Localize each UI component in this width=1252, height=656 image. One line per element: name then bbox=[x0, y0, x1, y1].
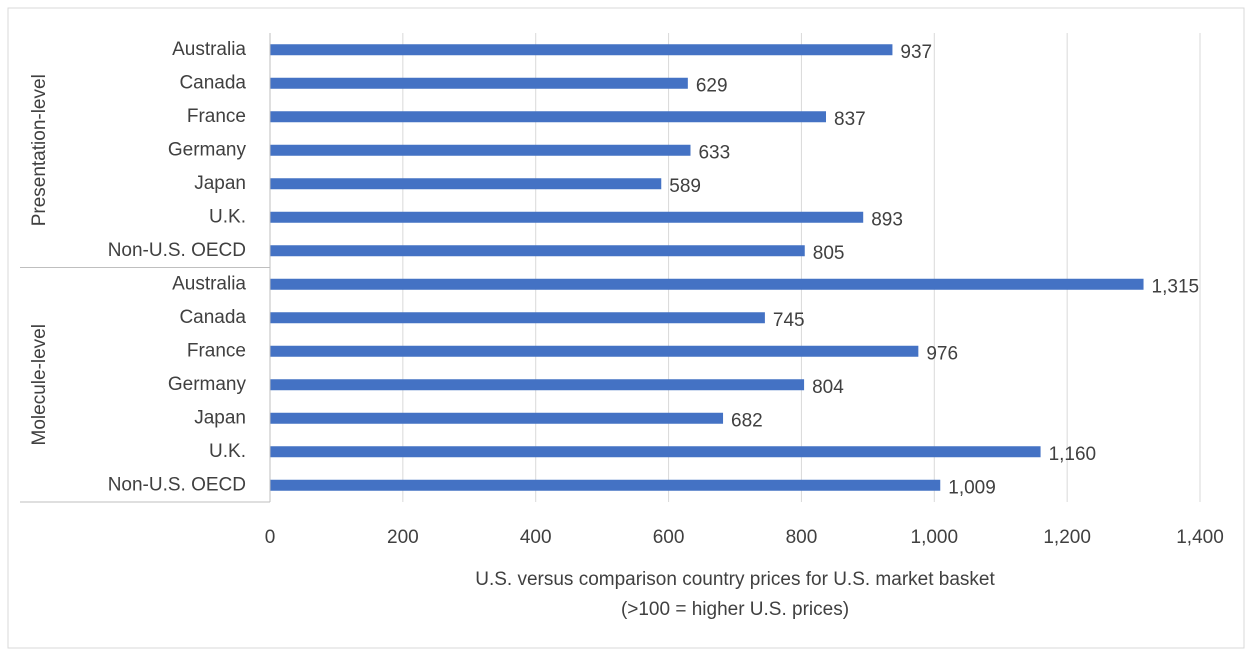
data-label: 937 bbox=[900, 42, 932, 63]
bar bbox=[270, 479, 941, 491]
bar bbox=[270, 412, 724, 424]
y-tick-label: Japan bbox=[194, 173, 246, 194]
y-tick-label: Australia bbox=[172, 39, 246, 60]
chart-border bbox=[7, 7, 1245, 649]
y-tick-label: Canada bbox=[179, 307, 246, 328]
data-label: 804 bbox=[812, 377, 844, 398]
y-tick-label: Germany bbox=[168, 139, 247, 160]
bar bbox=[270, 211, 864, 223]
bar bbox=[270, 144, 691, 156]
x-tick-label: 400 bbox=[520, 527, 552, 548]
x-tick-label: 1,400 bbox=[1176, 527, 1224, 548]
data-label: 1,009 bbox=[948, 477, 996, 498]
data-label: 805 bbox=[813, 243, 845, 264]
y-tick-label: U.K. bbox=[209, 441, 246, 462]
data-label: 589 bbox=[669, 176, 701, 197]
x-tick-label: 0 bbox=[265, 527, 276, 548]
group-label: Molecule-level bbox=[29, 324, 50, 445]
x-tick-label: 800 bbox=[786, 527, 818, 548]
data-label: 893 bbox=[871, 209, 903, 230]
x-tick-label: 200 bbox=[387, 527, 419, 548]
data-label: 745 bbox=[773, 310, 805, 331]
data-label: 1,315 bbox=[1152, 276, 1200, 297]
data-label: 1,160 bbox=[1049, 444, 1097, 465]
y-tick-label: Non-U.S. OECD bbox=[108, 474, 246, 495]
x-tick-label: 1,200 bbox=[1043, 527, 1091, 548]
y-tick-label: Germany bbox=[168, 374, 247, 395]
bar bbox=[270, 77, 688, 89]
y-tick-label: U.K. bbox=[209, 206, 246, 227]
data-label: 682 bbox=[731, 410, 763, 431]
x-axis-label: U.S. versus comparison country prices fo… bbox=[475, 569, 995, 590]
x-tick-label: 600 bbox=[653, 527, 685, 548]
y-tick-label: Non-U.S. OECD bbox=[108, 240, 246, 261]
group-label: Presentation-level bbox=[29, 74, 50, 226]
x-axis-label: (>100 = higher U.S. prices) bbox=[621, 599, 849, 620]
bar bbox=[270, 278, 1144, 290]
bar bbox=[270, 44, 893, 56]
data-label: 633 bbox=[698, 142, 730, 163]
bar bbox=[270, 178, 662, 190]
y-tick-label: Australia bbox=[172, 273, 246, 294]
bar bbox=[270, 111, 827, 123]
y-tick-label: Japan bbox=[194, 407, 246, 428]
data-label: 976 bbox=[926, 343, 958, 364]
x-tick-label: 1,000 bbox=[911, 527, 959, 548]
bar bbox=[270, 312, 765, 324]
data-label: 629 bbox=[696, 75, 728, 96]
bar bbox=[270, 446, 1041, 458]
bar bbox=[270, 345, 919, 357]
bar bbox=[270, 245, 805, 257]
y-tick-label: France bbox=[187, 340, 246, 361]
data-label: 837 bbox=[834, 109, 866, 130]
y-tick-label: Canada bbox=[179, 72, 246, 93]
y-tick-label: France bbox=[187, 106, 246, 127]
bar bbox=[270, 379, 805, 391]
